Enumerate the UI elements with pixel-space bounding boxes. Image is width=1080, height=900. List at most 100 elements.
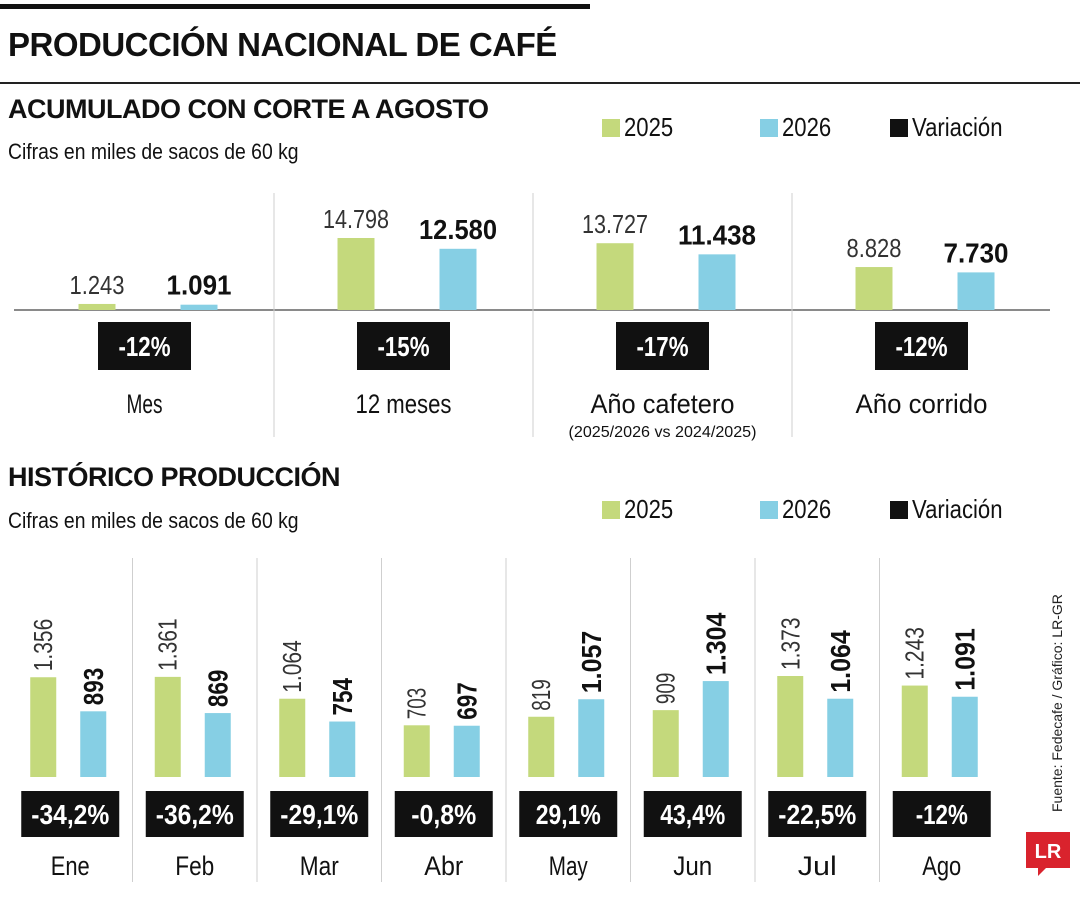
- category-label: Año cafetero: [591, 389, 735, 419]
- legend-label-2025: 2025: [624, 494, 674, 524]
- data-label-2025: 1.361: [153, 618, 183, 671]
- bar-2025: [279, 698, 306, 777]
- legend-historic: 2025 2026 Variación: [602, 494, 1022, 524]
- svg-text:LR: LR: [1035, 841, 1062, 863]
- bar-2026: [80, 711, 107, 777]
- source-note: Fuente: Fedecafe / Gráfico: LR-GR: [1049, 594, 1065, 812]
- variation-badge: [357, 322, 450, 370]
- legend-item-2025: 2025: [602, 494, 682, 525]
- section-subtitle-accumulated: Cifras en miles de sacos de 60 kg: [8, 139, 299, 164]
- variation-badge: [394, 791, 493, 837]
- accumulated-chart: 1.243 1.091 -12% Mes 14.798 12.580 -15% 12 mese…: [14, 193, 1050, 441]
- data-label-2026: 1.304: [701, 612, 732, 675]
- category-label: 12 meses: [356, 389, 452, 419]
- legend-item-variation: Variación: [890, 494, 1018, 525]
- legend-swatch-2026: [760, 500, 778, 519]
- variation-badge: [145, 791, 244, 837]
- section-subtitle-historic: Cifras en miles de sacos de 60 kg: [8, 508, 299, 533]
- data-label-2026: 1.064: [825, 630, 856, 693]
- bar-2025: [30, 677, 57, 777]
- bar-2026: [439, 248, 477, 310]
- data-label-2025: 909: [651, 673, 681, 705]
- variation-badge: [270, 791, 369, 837]
- bar-2026: [827, 698, 854, 777]
- variation-label: -34,2%: [31, 799, 109, 830]
- bar-2026: [329, 721, 356, 777]
- data-label-2026: 7.730: [944, 237, 1009, 268]
- legend-swatch-2025: [602, 500, 620, 519]
- historic-chart: 1.356 893 -34,2% Ene 1.361 869 -36,2% Feb 1.064 7…: [21, 558, 991, 882]
- category-label: Mes: [127, 389, 163, 419]
- legend-swatch-variation: [890, 118, 908, 137]
- category-label: Ago: [922, 851, 961, 881]
- legend-swatch-2026: [760, 118, 778, 137]
- bar-2025: [855, 267, 893, 310]
- category-label: Jun: [673, 851, 712, 881]
- bar-2025: [596, 243, 634, 310]
- data-label-2026: 754: [327, 678, 358, 716]
- bar-2026: [951, 696, 978, 777]
- data-label-2026: 1.091: [950, 628, 981, 691]
- variation-label: -22,5%: [778, 799, 856, 830]
- variation-badge: [643, 791, 742, 837]
- legend-label-2026: 2026: [782, 112, 832, 142]
- data-label-2026: 697: [452, 682, 483, 720]
- variation-badge: [519, 791, 618, 837]
- bar-2026: [578, 699, 605, 777]
- bar-2025: [528, 716, 555, 777]
- category-note: (2025/2026 vs 2024/2025): [569, 424, 757, 441]
- data-label-2025: 1.243: [900, 627, 930, 680]
- variation-badge: [98, 322, 191, 370]
- data-label-2025: 13.727: [582, 209, 648, 239]
- category-label: Jul: [798, 851, 837, 881]
- variation-label: -15%: [378, 331, 430, 362]
- legend-label-variation: Variación: [912, 494, 1003, 524]
- data-label-2025: 1.243: [70, 270, 125, 300]
- variation-label: -0,8%: [411, 799, 476, 830]
- section-title-accumulated: ACUMULADO CON CORTE A AGOSTO: [8, 94, 489, 124]
- title-rule: [0, 82, 1080, 84]
- data-label-2025: 14.798: [323, 204, 389, 234]
- legend-item-2026: 2026: [760, 494, 840, 525]
- variation-label: -36,2%: [156, 799, 234, 830]
- legend-label-2026: 2026: [782, 494, 832, 524]
- legend-accumulated: 2025 2026 Variación: [602, 112, 1022, 142]
- variation-badge: [768, 791, 867, 837]
- data-label-2026: 11.438: [678, 219, 756, 250]
- bar-2026: [180, 304, 218, 310]
- data-label-2025: 703: [402, 688, 432, 720]
- bar-2025: [78, 303, 116, 310]
- data-label-2025: 1.356: [28, 619, 58, 672]
- category-label: Abr: [424, 851, 463, 881]
- legend-label-variation: Variación: [912, 112, 1003, 142]
- bar-2025: [777, 676, 804, 777]
- section-title-historic: HISTÓRICO PRODUCCIÓN: [8, 462, 341, 492]
- category-label: Feb: [175, 851, 214, 881]
- variation-label: -29,1%: [280, 799, 358, 830]
- bar-2025: [337, 238, 375, 310]
- category-label: Mar: [300, 851, 339, 881]
- legend-swatch-variation: [890, 500, 908, 519]
- category-label: May: [549, 851, 588, 881]
- data-label-2025: 819: [526, 679, 556, 711]
- bar-2026: [957, 272, 995, 310]
- lr-logo: LR: [1026, 832, 1070, 876]
- bar-2025: [901, 685, 928, 777]
- variation-label: -12%: [916, 799, 968, 830]
- legend-item-variation: Variación: [890, 112, 1018, 143]
- variation-badge: [892, 791, 991, 837]
- data-label-2026: 1.091: [167, 270, 232, 301]
- variation-label: -12%: [896, 331, 948, 362]
- variation-label: 43,4%: [660, 799, 725, 830]
- bar-2026: [453, 725, 480, 777]
- data-label-2025: 1.064: [277, 640, 307, 693]
- data-label-2025: 1.373: [775, 618, 805, 671]
- data-label-2026: 869: [203, 670, 234, 708]
- category-label: Ene: [51, 851, 90, 881]
- category-label: Año corrido: [856, 389, 988, 419]
- variation-badge: [21, 791, 120, 837]
- legend-label-2025: 2025: [624, 112, 674, 142]
- legend-item-2025: 2025: [602, 112, 682, 143]
- variation-badge: [875, 322, 968, 370]
- data-label-2026: 1.057: [576, 631, 607, 694]
